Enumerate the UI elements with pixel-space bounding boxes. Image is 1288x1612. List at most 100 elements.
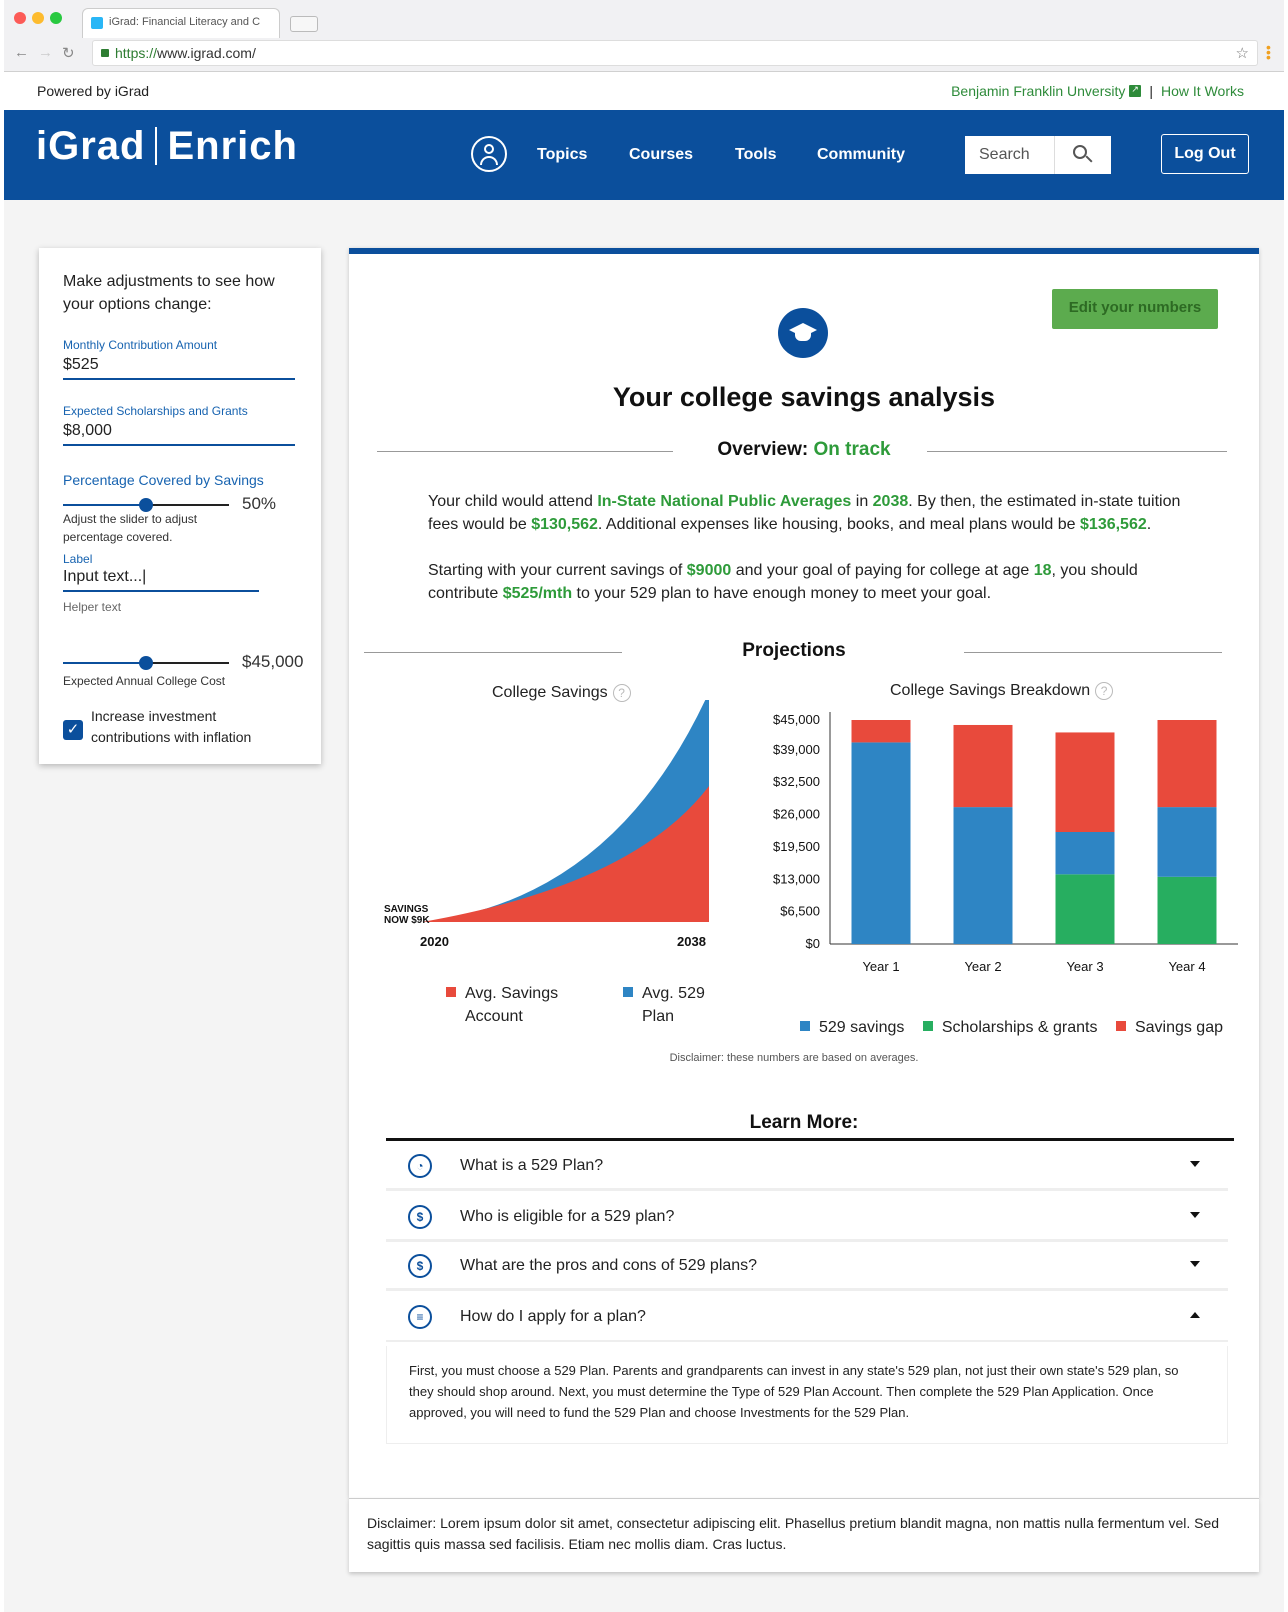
annual-cost-value: $45,000: [242, 652, 304, 671]
university-link[interactable]: Benjamin Franklin Unversity: [951, 83, 1126, 99]
label-field[interactable]: Label Input text...|: [63, 552, 259, 592]
summary-paragraph-2: Starting with your current savings of $9…: [428, 559, 1188, 605]
nav-community[interactable]: Community: [817, 146, 905, 163]
text: . Additional expenses like housing, book…: [597, 516, 1081, 533]
logo-left: iGrad: [36, 124, 146, 168]
chart-title-text: College Savings: [492, 684, 608, 701]
tab-title: iGrad: Financial Literacy and C: [109, 16, 261, 28]
faq-question: How do I apply for a plan?: [460, 1308, 646, 1325]
y-tick-label: $13,000: [773, 871, 820, 886]
breakdown-bar-chart: $0 $6,500 $13,000 $19,500 $26,000 $32,500 $39,…: [773, 712, 1238, 974]
text: and your goal of paying for college at a…: [731, 562, 1034, 579]
forward-arrow-icon[interactable]: →: [38, 44, 53, 61]
bar-segment-529-savings: [1157, 807, 1217, 877]
label-field-input[interactable]: Input text...|: [63, 568, 259, 592]
monthly-contribution-input[interactable]: $525: [63, 356, 295, 380]
monthly-contribution-field[interactable]: Monthly Contribution Amount $525: [63, 338, 295, 380]
search-input[interactable]: Search: [965, 136, 1055, 174]
browser-tab[interactable]: iGrad: Financial Literacy and C: [82, 8, 280, 38]
faq-answer: First, you must choose a 529 Plan. Paren…: [386, 1346, 1228, 1444]
legend-swatch-blue: [800, 1021, 810, 1031]
x-category-label: Year 4: [1168, 959, 1205, 974]
annual-cost-slider[interactable]: [63, 656, 229, 670]
user-profile-icon[interactable]: [471, 136, 507, 172]
faq-item[interactable]: ◔ What is a 529 Plan?: [386, 1143, 1228, 1191]
legend-text: Avg. Savings: [465, 985, 559, 1002]
search-icon[interactable]: [1055, 136, 1111, 174]
inflation-checkbox[interactable]: ✓: [63, 720, 83, 740]
back-arrow-icon[interactable]: ←: [14, 44, 29, 61]
bar-segment-529-savings: [851, 742, 911, 944]
maximize-window-button[interactable]: [50, 12, 62, 24]
legend-text: Plan: [642, 1008, 675, 1025]
x-category-label: Year 1: [862, 959, 899, 974]
close-window-button[interactable]: [14, 12, 26, 24]
breakdown-chart-title: College Savings Breakdown?: [890, 682, 1114, 700]
footer-disclaimer: Disclaimer: Lorem ipsum dolor sit amet, …: [349, 1498, 1259, 1572]
faq-question: Who is eligible for a 529 plan?: [460, 1208, 675, 1225]
chevron-down-icon[interactable]: [1190, 1212, 1200, 1218]
annual-cost-slider-handle[interactable]: [139, 656, 153, 670]
scholarships-label: Expected Scholarships and Grants: [63, 404, 248, 418]
window-controls: [14, 12, 62, 24]
percentage-slider[interactable]: [63, 498, 229, 512]
bar-segment-529-savings: [1055, 832, 1115, 875]
start-label: NOW $9K: [384, 915, 430, 926]
year-value: 2038: [872, 493, 909, 510]
faq-question: What is a 529 Plan?: [460, 1157, 604, 1174]
bar-chart-legend: 529 savings Scholarships & grants Saving…: [800, 1016, 1223, 1039]
url-host: www.igrad.com/: [157, 45, 256, 61]
top-utility-bar: Powered by iGrad Benjamin Franklin Unver…: [4, 72, 1284, 110]
contribution-value: $525/mth: [502, 585, 573, 602]
lock-icon: [101, 49, 109, 57]
new-tab-button[interactable]: [290, 16, 318, 32]
expenses-value: $136,562: [1080, 516, 1147, 533]
minimize-window-button[interactable]: [32, 12, 44, 24]
nav-tools[interactable]: Tools: [735, 146, 777, 163]
browser-menu-icon[interactable]: • • •: [1266, 39, 1271, 65]
bookmark-star-icon[interactable]: ☆: [1235, 45, 1249, 62]
gauge-icon: ◔: [408, 1154, 432, 1178]
price-tag-icon: $: [408, 1205, 432, 1229]
scholarships-input[interactable]: $8,000: [63, 422, 295, 446]
legend-text: 529 savings: [819, 1019, 905, 1036]
edit-numbers-button[interactable]: Edit your numbers: [1052, 289, 1218, 329]
faq-item-expanded[interactable]: ≡ How do I apply for a plan?: [386, 1294, 1228, 1342]
scholarships-field[interactable]: Expected Scholarships and Grants $8,000: [63, 404, 295, 446]
chevron-up-icon[interactable]: [1190, 1312, 1200, 1318]
annual-cost-label: Expected Annual College Cost: [63, 674, 226, 688]
search-box: Search: [965, 136, 1111, 174]
learn-more-heading: Learn More:: [749, 1112, 859, 1133]
overview-label: Overview:: [717, 439, 809, 460]
text: in: [851, 493, 873, 510]
browser-chrome: iGrad: Financial Literacy and C ← → ↻ ht…: [4, 0, 1284, 72]
inflation-checkbox-label: Increase investment contributions with i…: [91, 708, 252, 745]
chevron-down-icon[interactable]: [1190, 1261, 1200, 1267]
text: Your child would attend: [428, 493, 598, 510]
chevron-down-icon[interactable]: [1190, 1161, 1200, 1167]
how-it-works-link[interactable]: How It Works: [1161, 83, 1244, 99]
logout-button[interactable]: Log Out: [1161, 134, 1249, 174]
address-bar[interactable]: https://www.igrad.com/ ☆: [92, 40, 1258, 66]
college-savings-chart-title: College Savings?: [492, 684, 631, 702]
learn-more-rule: [386, 1138, 1234, 1141]
faq-item[interactable]: $ Who is eligible for a 529 plan?: [386, 1194, 1228, 1242]
graduation-cap-icon: [778, 308, 828, 358]
reload-icon[interactable]: ↻: [62, 45, 75, 62]
text: Starting with your current savings of: [428, 562, 687, 579]
help-question-icon[interactable]: ?: [612, 684, 631, 702]
averages-disclaimer: Disclaimer: these numbers are based on a…: [669, 1052, 919, 1064]
igrad-enrich-logo[interactable]: iGrad Enrich: [36, 124, 298, 169]
faq-item[interactable]: $ What are the pros and cons of 529 plan…: [386, 1243, 1228, 1291]
y-tick-label: $32,500: [773, 774, 820, 789]
percentage-slider-handle[interactable]: [139, 498, 153, 512]
legend-text: Account: [465, 1008, 523, 1025]
start-label: SAVINGS: [384, 904, 429, 915]
help-question-icon[interactable]: ?: [1095, 682, 1114, 700]
nav-topics[interactable]: Topics: [537, 146, 588, 163]
nav-courses[interactable]: Courses: [629, 146, 694, 163]
helper-text: Helper text: [63, 600, 122, 614]
legend-swatch-green: [922, 1021, 933, 1031]
bar-segment-savings-gap: [1157, 720, 1217, 808]
adjustments-heading: Make adjustments to see how your options…: [63, 273, 275, 313]
